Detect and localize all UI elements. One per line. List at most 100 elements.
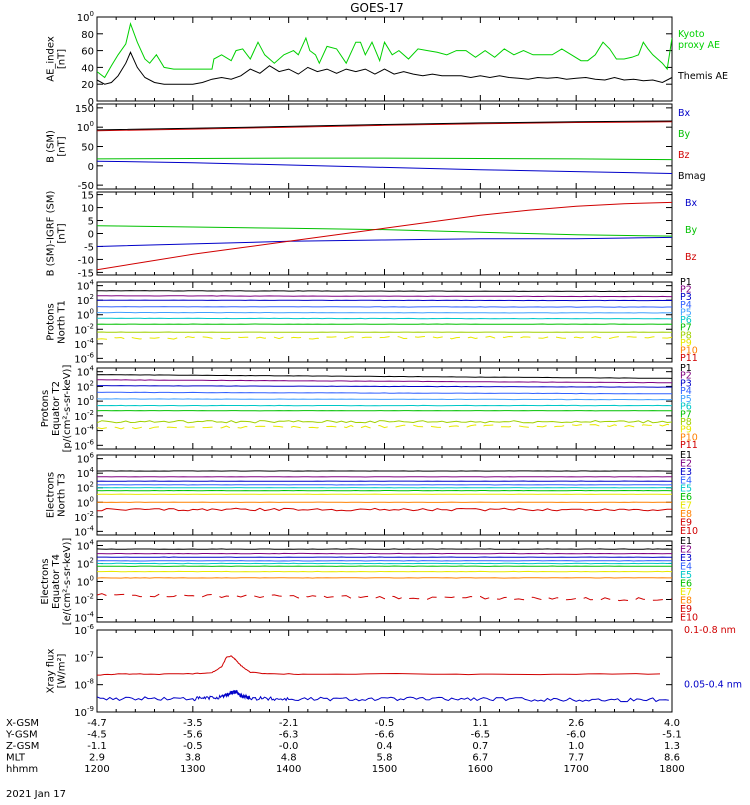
series-line	[97, 307, 672, 308]
y-axis-label-line: North T1	[57, 300, 68, 344]
ephemeris-value: 4.8	[281, 753, 297, 764]
ephemeris-value: 1700	[563, 764, 588, 775]
y-axis-label-line: Electrons	[40, 558, 51, 604]
y-tick-label: 10-2	[74, 510, 94, 524]
y-axis-label-line: B (SM)	[46, 130, 57, 163]
y-tick-label-exponent: 0	[90, 495, 94, 503]
ephemeris-row-label: Z-GSM	[6, 741, 39, 752]
series-line	[97, 161, 672, 173]
legend-kyoto-proxy-ae: Kyoto	[678, 29, 705, 40]
ephemeris-value: -5.6	[183, 730, 203, 741]
y-tick-label-exponent: -6	[87, 623, 95, 631]
y-tick-label-exponent: 6	[90, 452, 95, 460]
y-tick-label: 10-9	[74, 705, 94, 719]
ephemeris-value: -6.0	[566, 730, 586, 741]
y-tick-label: 10-6	[74, 351, 94, 365]
legend-by: By	[685, 225, 698, 236]
series-line	[97, 52, 672, 84]
series-group	[97, 471, 672, 511]
y-tick-label-exponent: 0	[90, 308, 94, 316]
series-line	[97, 386, 672, 388]
y-axis-label-line: [nT]	[57, 223, 68, 243]
legend-themis-ae: Themis AE	[677, 71, 728, 82]
y-tick-label-exponent: 2	[90, 293, 94, 301]
y-tick-label: 0	[88, 162, 94, 173]
y-tick-label: 102	[77, 293, 94, 307]
legend-bmag: Bmag	[678, 171, 706, 182]
ephemeris-value: 1300	[180, 764, 205, 775]
ephemeris-value: -6.6	[375, 730, 395, 741]
y-axis-label: AE_index[nT]	[46, 36, 68, 82]
ephemeris-value: 2.9	[89, 753, 105, 764]
y-tick-label: 10-4	[74, 424, 94, 438]
y-axis-label-line: Xray flux	[46, 649, 57, 694]
legend-by: By	[678, 129, 691, 140]
series-line	[97, 318, 672, 319]
ephemeris-row-label: hhmm	[6, 764, 38, 775]
y-axis-label-line: North T3	[57, 473, 68, 517]
y-tick-label: 100	[77, 120, 94, 134]
ephemeris-value: 7.7	[568, 753, 584, 764]
series-line	[97, 291, 672, 292]
y-tick-label: 10-2	[74, 593, 94, 607]
series-line	[97, 508, 672, 511]
y-tick-label: 100	[77, 308, 94, 322]
y-tick-label: 104	[77, 466, 95, 480]
ephemeris-value: -6.3	[279, 730, 299, 741]
y-tick-label: 106	[77, 452, 95, 466]
y-tick-label: 150	[75, 104, 94, 115]
y-tick-label: 10-6	[74, 623, 94, 637]
date-label: 2021 Jan 17	[6, 789, 66, 800]
series-line	[97, 656, 660, 675]
ephemeris-row-label: Y-GSM	[5, 730, 38, 741]
y-axis-label-line: Protons	[46, 303, 57, 340]
ephemeris-value: -4.5	[87, 730, 107, 741]
y-tick-label-exponent: 0	[90, 575, 94, 583]
y-tick-label-exponent: -4	[87, 337, 95, 345]
y-axis-label-line: [nT]	[57, 49, 68, 69]
y-tick-label: 5	[88, 217, 94, 228]
series-line	[97, 296, 672, 297]
y-tick-label-exponent: -4	[87, 524, 95, 532]
y-axis-label-line: AE_index	[46, 36, 57, 82]
y-axis-label: B (SM)[nT]	[46, 130, 68, 163]
ephemeris-value: 0.7	[472, 741, 488, 752]
series-line	[97, 690, 669, 701]
y-tick-label: 10-2	[74, 409, 94, 423]
ephemeris-value: 1400	[276, 764, 301, 775]
y-tick-label: 100	[77, 495, 94, 509]
series-line	[97, 226, 672, 236]
series-line	[97, 312, 672, 313]
ephemeris-row-label: MLT	[6, 753, 26, 764]
panel-frame	[97, 104, 672, 189]
y-tick-label: 10-6	[74, 438, 94, 452]
y-tick-label: 102	[77, 557, 94, 571]
y-tick-label-exponent: 4	[90, 365, 95, 373]
y-tick-label: 102	[77, 481, 94, 495]
series-group	[97, 549, 672, 601]
y-tick-label: 80	[81, 30, 94, 41]
y-axis-label-line: [e/(cm²-s-sr-keV)]	[62, 538, 73, 626]
series-line	[97, 336, 672, 339]
y-tick-label: -10	[78, 255, 94, 266]
series-line	[97, 300, 672, 301]
y-tick-label-exponent: -2	[87, 409, 94, 417]
y-axis-label: ElectronsNorth T3	[46, 472, 68, 518]
ephemeris-value: 0.4	[377, 741, 393, 752]
y-axis-label: ElectronsEquator T4[e/(cm²-s-sr-keV)]	[40, 538, 73, 626]
y-tick-label: 10-8	[74, 678, 94, 692]
ephemeris-value: 6.7	[472, 753, 488, 764]
ephemeris-value: 8.6	[664, 753, 680, 764]
